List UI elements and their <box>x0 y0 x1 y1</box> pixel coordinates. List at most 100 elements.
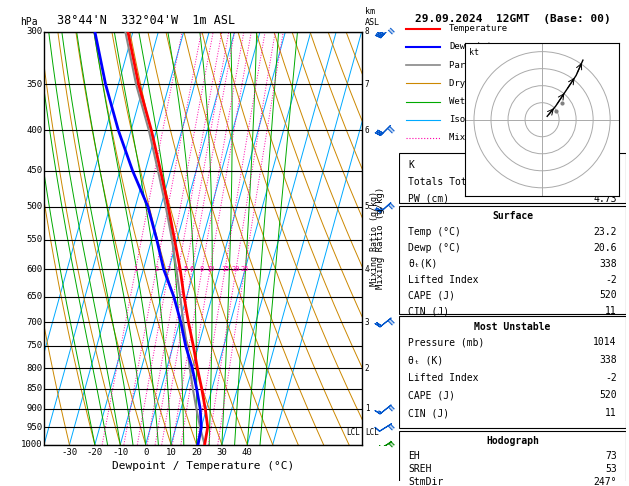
Text: Wet Adiabat: Wet Adiabat <box>449 97 508 106</box>
Text: ≡: ≡ <box>384 402 396 415</box>
Text: -10: -10 <box>112 448 128 457</box>
Text: 900: 900 <box>26 404 43 413</box>
Text: 11: 11 <box>605 408 617 418</box>
Text: LCL: LCL <box>365 428 379 437</box>
Text: ≡: ≡ <box>384 200 396 213</box>
Text: 450: 450 <box>26 166 43 175</box>
Text: 73: 73 <box>605 451 617 461</box>
Text: 2: 2 <box>154 266 159 273</box>
Text: 53: 53 <box>605 464 617 474</box>
Text: 4: 4 <box>176 266 181 273</box>
Text: 29.09.2024  12GMT  (Base: 00): 29.09.2024 12GMT (Base: 00) <box>415 15 611 24</box>
Text: Hodograph: Hodograph <box>486 436 539 447</box>
Text: EH: EH <box>408 451 420 461</box>
Text: Lifted Index: Lifted Index <box>408 275 479 285</box>
Text: 950: 950 <box>26 423 43 432</box>
Text: 10: 10 <box>165 448 177 457</box>
Text: CIN (J): CIN (J) <box>408 408 450 418</box>
Text: 20: 20 <box>191 448 202 457</box>
Text: 350: 350 <box>26 80 43 89</box>
Text: 520: 520 <box>599 291 617 300</box>
Text: K: K <box>408 160 415 170</box>
Text: Temperature: Temperature <box>449 24 508 33</box>
Text: 11: 11 <box>605 306 617 316</box>
Text: 338: 338 <box>599 355 617 365</box>
Text: 338: 338 <box>599 259 617 269</box>
Text: SREH: SREH <box>408 464 432 474</box>
Text: 520: 520 <box>599 390 617 400</box>
Text: Mixing Ratio (g/kg): Mixing Ratio (g/kg) <box>370 191 379 286</box>
Text: ≡: ≡ <box>384 438 396 451</box>
Text: 35: 35 <box>605 160 617 170</box>
Text: PW (cm): PW (cm) <box>408 194 450 204</box>
Text: 2: 2 <box>365 364 369 373</box>
Text: hPa: hPa <box>20 17 38 27</box>
Text: StmDir: StmDir <box>408 477 443 486</box>
Text: ≡: ≡ <box>384 421 396 434</box>
Bar <box>399 316 626 429</box>
Text: 1: 1 <box>133 266 138 273</box>
Text: ≡: ≡ <box>384 124 396 137</box>
Text: 20.6: 20.6 <box>593 243 617 253</box>
Text: CAPE (J): CAPE (J) <box>408 291 455 300</box>
Text: θₜ (K): θₜ (K) <box>408 355 443 365</box>
Text: Totals Totals: Totals Totals <box>408 177 485 187</box>
Text: 4.73: 4.73 <box>593 194 617 204</box>
Text: Lifted Index: Lifted Index <box>408 373 479 383</box>
Text: 1: 1 <box>365 404 369 413</box>
Bar <box>399 153 626 204</box>
Text: Mixing Ratio: Mixing Ratio <box>449 133 514 142</box>
Text: Dewp (°C): Dewp (°C) <box>408 243 461 253</box>
Text: 10: 10 <box>206 266 214 273</box>
Text: 8: 8 <box>200 266 204 273</box>
Text: 38°44'N  332°04'W  1m ASL: 38°44'N 332°04'W 1m ASL <box>57 14 235 27</box>
Text: ≡: ≡ <box>384 316 396 329</box>
Text: Parcel Trajectory: Parcel Trajectory <box>449 61 540 69</box>
Text: 5: 5 <box>365 202 369 211</box>
Text: Mixing Ratio (g/kg): Mixing Ratio (g/kg) <box>376 187 385 289</box>
Text: Dewpoint: Dewpoint <box>449 42 493 52</box>
Text: 7: 7 <box>365 80 369 89</box>
Text: 600: 600 <box>26 265 43 274</box>
Text: 45: 45 <box>605 177 617 187</box>
Text: Dewpoint / Temperature (°C): Dewpoint / Temperature (°C) <box>112 461 294 471</box>
Text: -2: -2 <box>605 275 617 285</box>
Text: 30: 30 <box>216 448 227 457</box>
Text: km
ASL: km ASL <box>365 7 380 27</box>
Text: -2: -2 <box>605 373 617 383</box>
Text: 23.2: 23.2 <box>593 227 617 237</box>
Text: 750: 750 <box>26 342 43 350</box>
Text: 8: 8 <box>365 27 369 36</box>
Text: kt: kt <box>469 48 479 57</box>
Text: 5: 5 <box>184 266 188 273</box>
Text: 6: 6 <box>365 126 369 135</box>
Text: 6: 6 <box>190 266 194 273</box>
Text: θₜ(K): θₜ(K) <box>408 259 438 269</box>
Text: 3: 3 <box>365 318 369 327</box>
Bar <box>399 431 626 486</box>
Text: 20: 20 <box>231 266 240 273</box>
Text: 3: 3 <box>167 266 171 273</box>
Text: 0: 0 <box>143 448 148 457</box>
Text: Temp (°C): Temp (°C) <box>408 227 461 237</box>
Text: Pressure (mb): Pressure (mb) <box>408 337 485 347</box>
Text: 1014: 1014 <box>593 337 617 347</box>
Text: Surface: Surface <box>492 211 533 222</box>
Text: 700: 700 <box>26 318 43 327</box>
Text: 650: 650 <box>26 293 43 301</box>
Text: 800: 800 <box>26 364 43 373</box>
Text: 40: 40 <box>242 448 253 457</box>
Text: 4: 4 <box>365 265 369 274</box>
Text: Isotherm: Isotherm <box>449 115 493 124</box>
Text: 400: 400 <box>26 126 43 135</box>
Text: LCL: LCL <box>347 428 360 437</box>
Text: CAPE (J): CAPE (J) <box>408 390 455 400</box>
Text: 247°: 247° <box>593 477 617 486</box>
Text: -20: -20 <box>87 448 103 457</box>
Text: 25: 25 <box>240 266 249 273</box>
Text: 300: 300 <box>26 27 43 36</box>
Text: ≡: ≡ <box>384 25 396 38</box>
Text: 850: 850 <box>26 384 43 394</box>
Text: CIN (J): CIN (J) <box>408 306 450 316</box>
Text: Dry Adiabat: Dry Adiabat <box>449 79 508 88</box>
